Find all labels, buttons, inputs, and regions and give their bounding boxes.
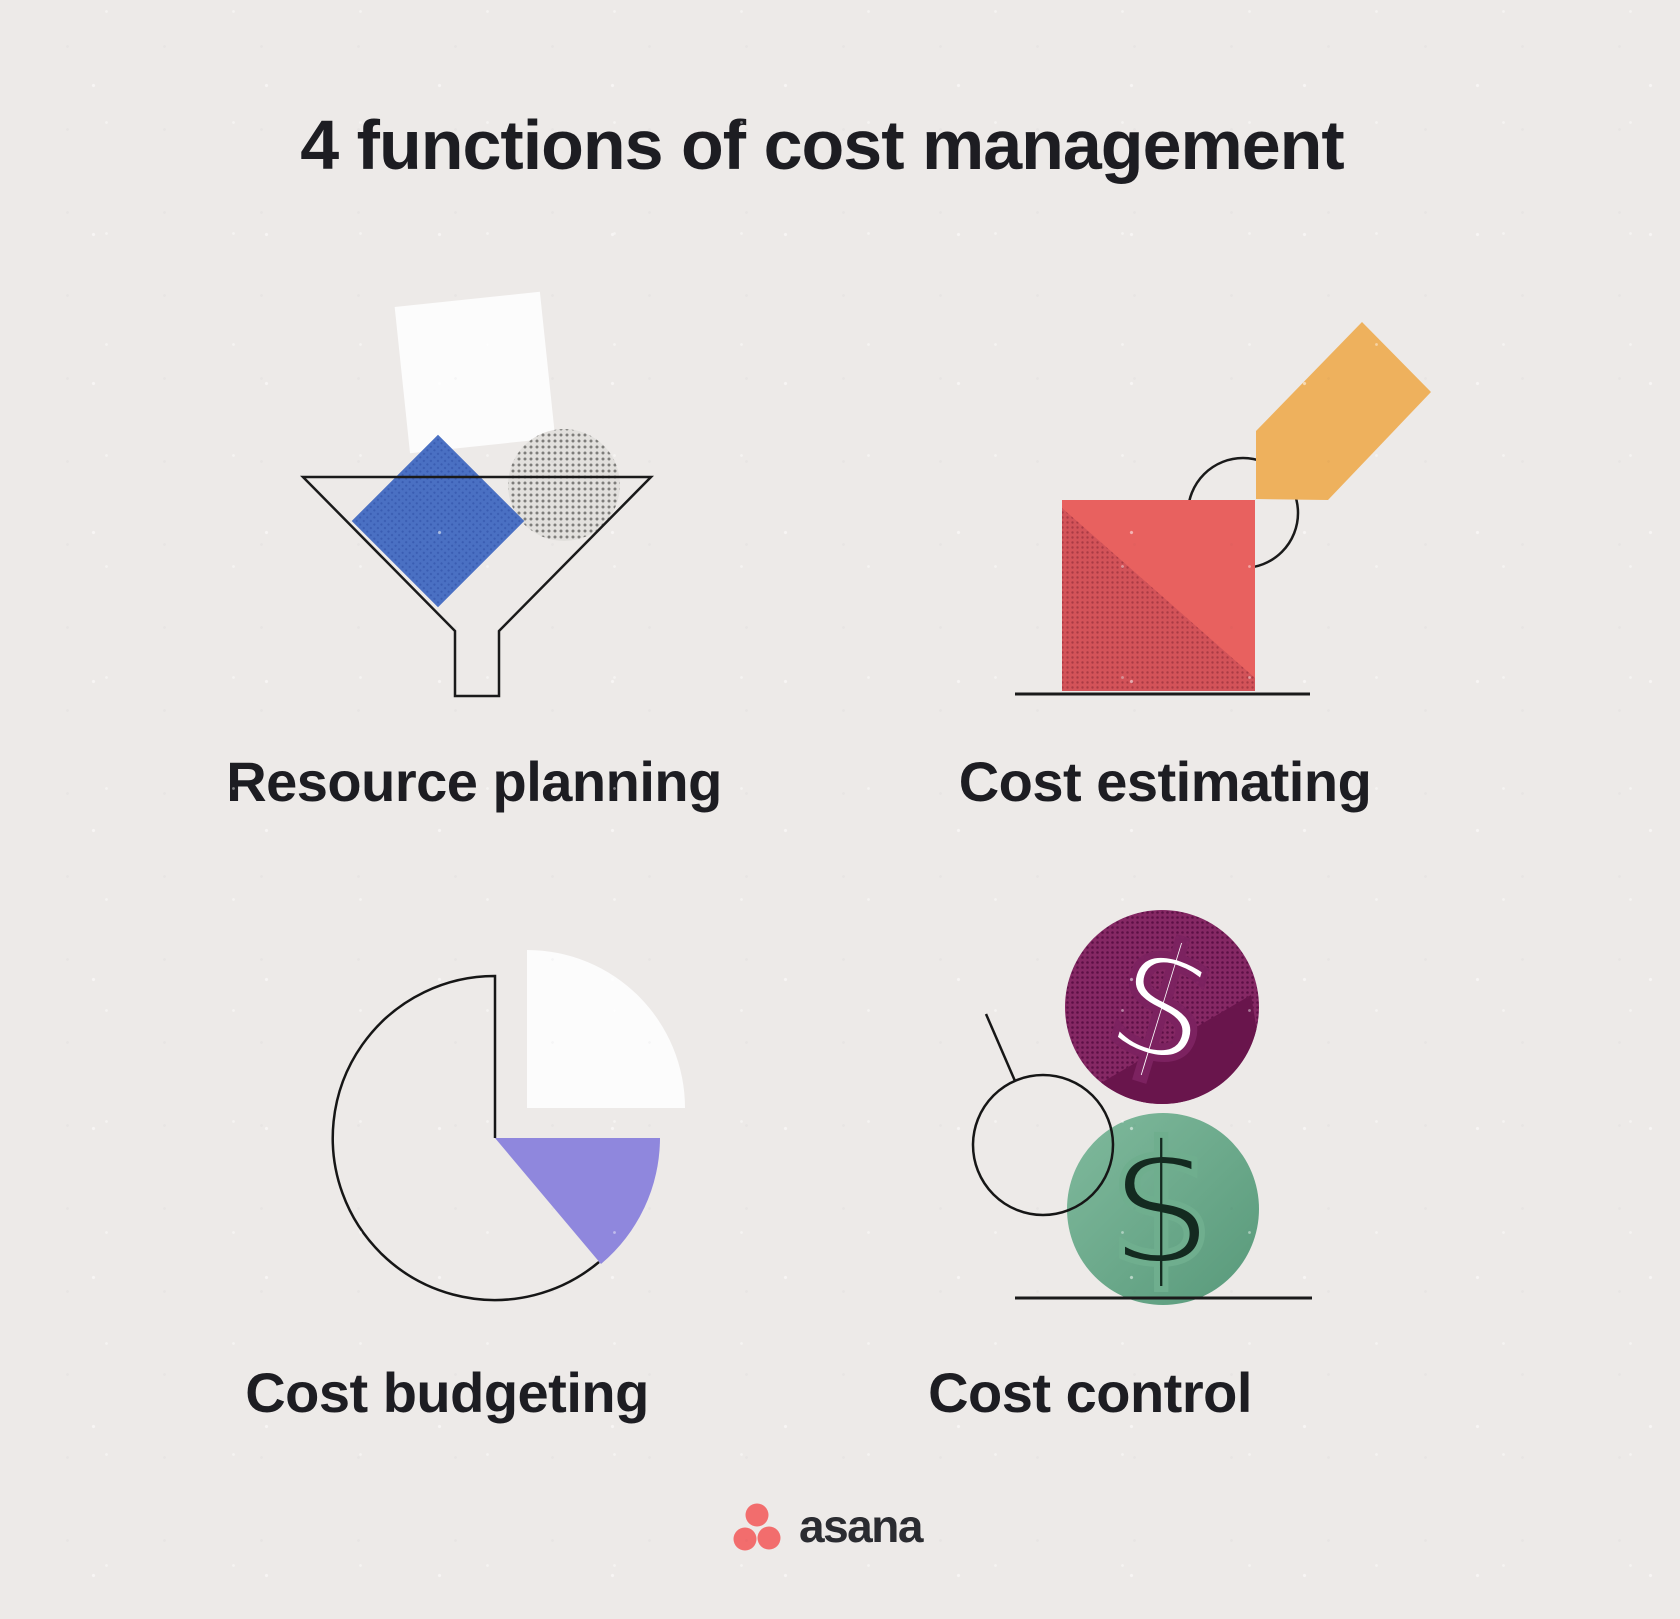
- needle-line: [984, 1013, 1017, 1082]
- dollar-sign-dark: $: [1108, 1107, 1216, 1305]
- white-square-shape: [394, 291, 556, 454]
- funnel-illustration: [300, 291, 654, 698]
- asana-dots-icon: [733, 1503, 781, 1551]
- pie-outline: [331, 974, 600, 1302]
- red-box-halftone-band: [1062, 508, 1255, 691]
- asana-logo: asana: [730, 1498, 923, 1554]
- pie-slice-purple: [495, 1138, 660, 1264]
- pie-slice-white: [527, 950, 685, 1108]
- outlined-circle-shape: [971, 1073, 1115, 1217]
- label-cost-estimating: Cost estimating: [958, 750, 1372, 813]
- pie-chart-illustration: [331, 950, 685, 1302]
- dollar-coins-illustration: $ $: [971, 895, 1312, 1308]
- green-coin-shape: [1067, 1113, 1259, 1305]
- blue-diamond-shape: [351, 434, 525, 608]
- label-resource-planning: Resource planning: [226, 750, 722, 813]
- funnel-outline: [300, 475, 654, 698]
- page-title: 4 functions of cost management: [300, 106, 1344, 184]
- asana-wordmark: asana: [799, 1500, 923, 1552]
- halftone-circle-shape: [508, 429, 620, 541]
- price-tag-illustration: [1015, 322, 1431, 696]
- label-cost-budgeting: Cost budgeting: [245, 1361, 649, 1424]
- yellow-tag-shape: [1256, 322, 1431, 500]
- label-cost-control: Cost control: [928, 1361, 1252, 1424]
